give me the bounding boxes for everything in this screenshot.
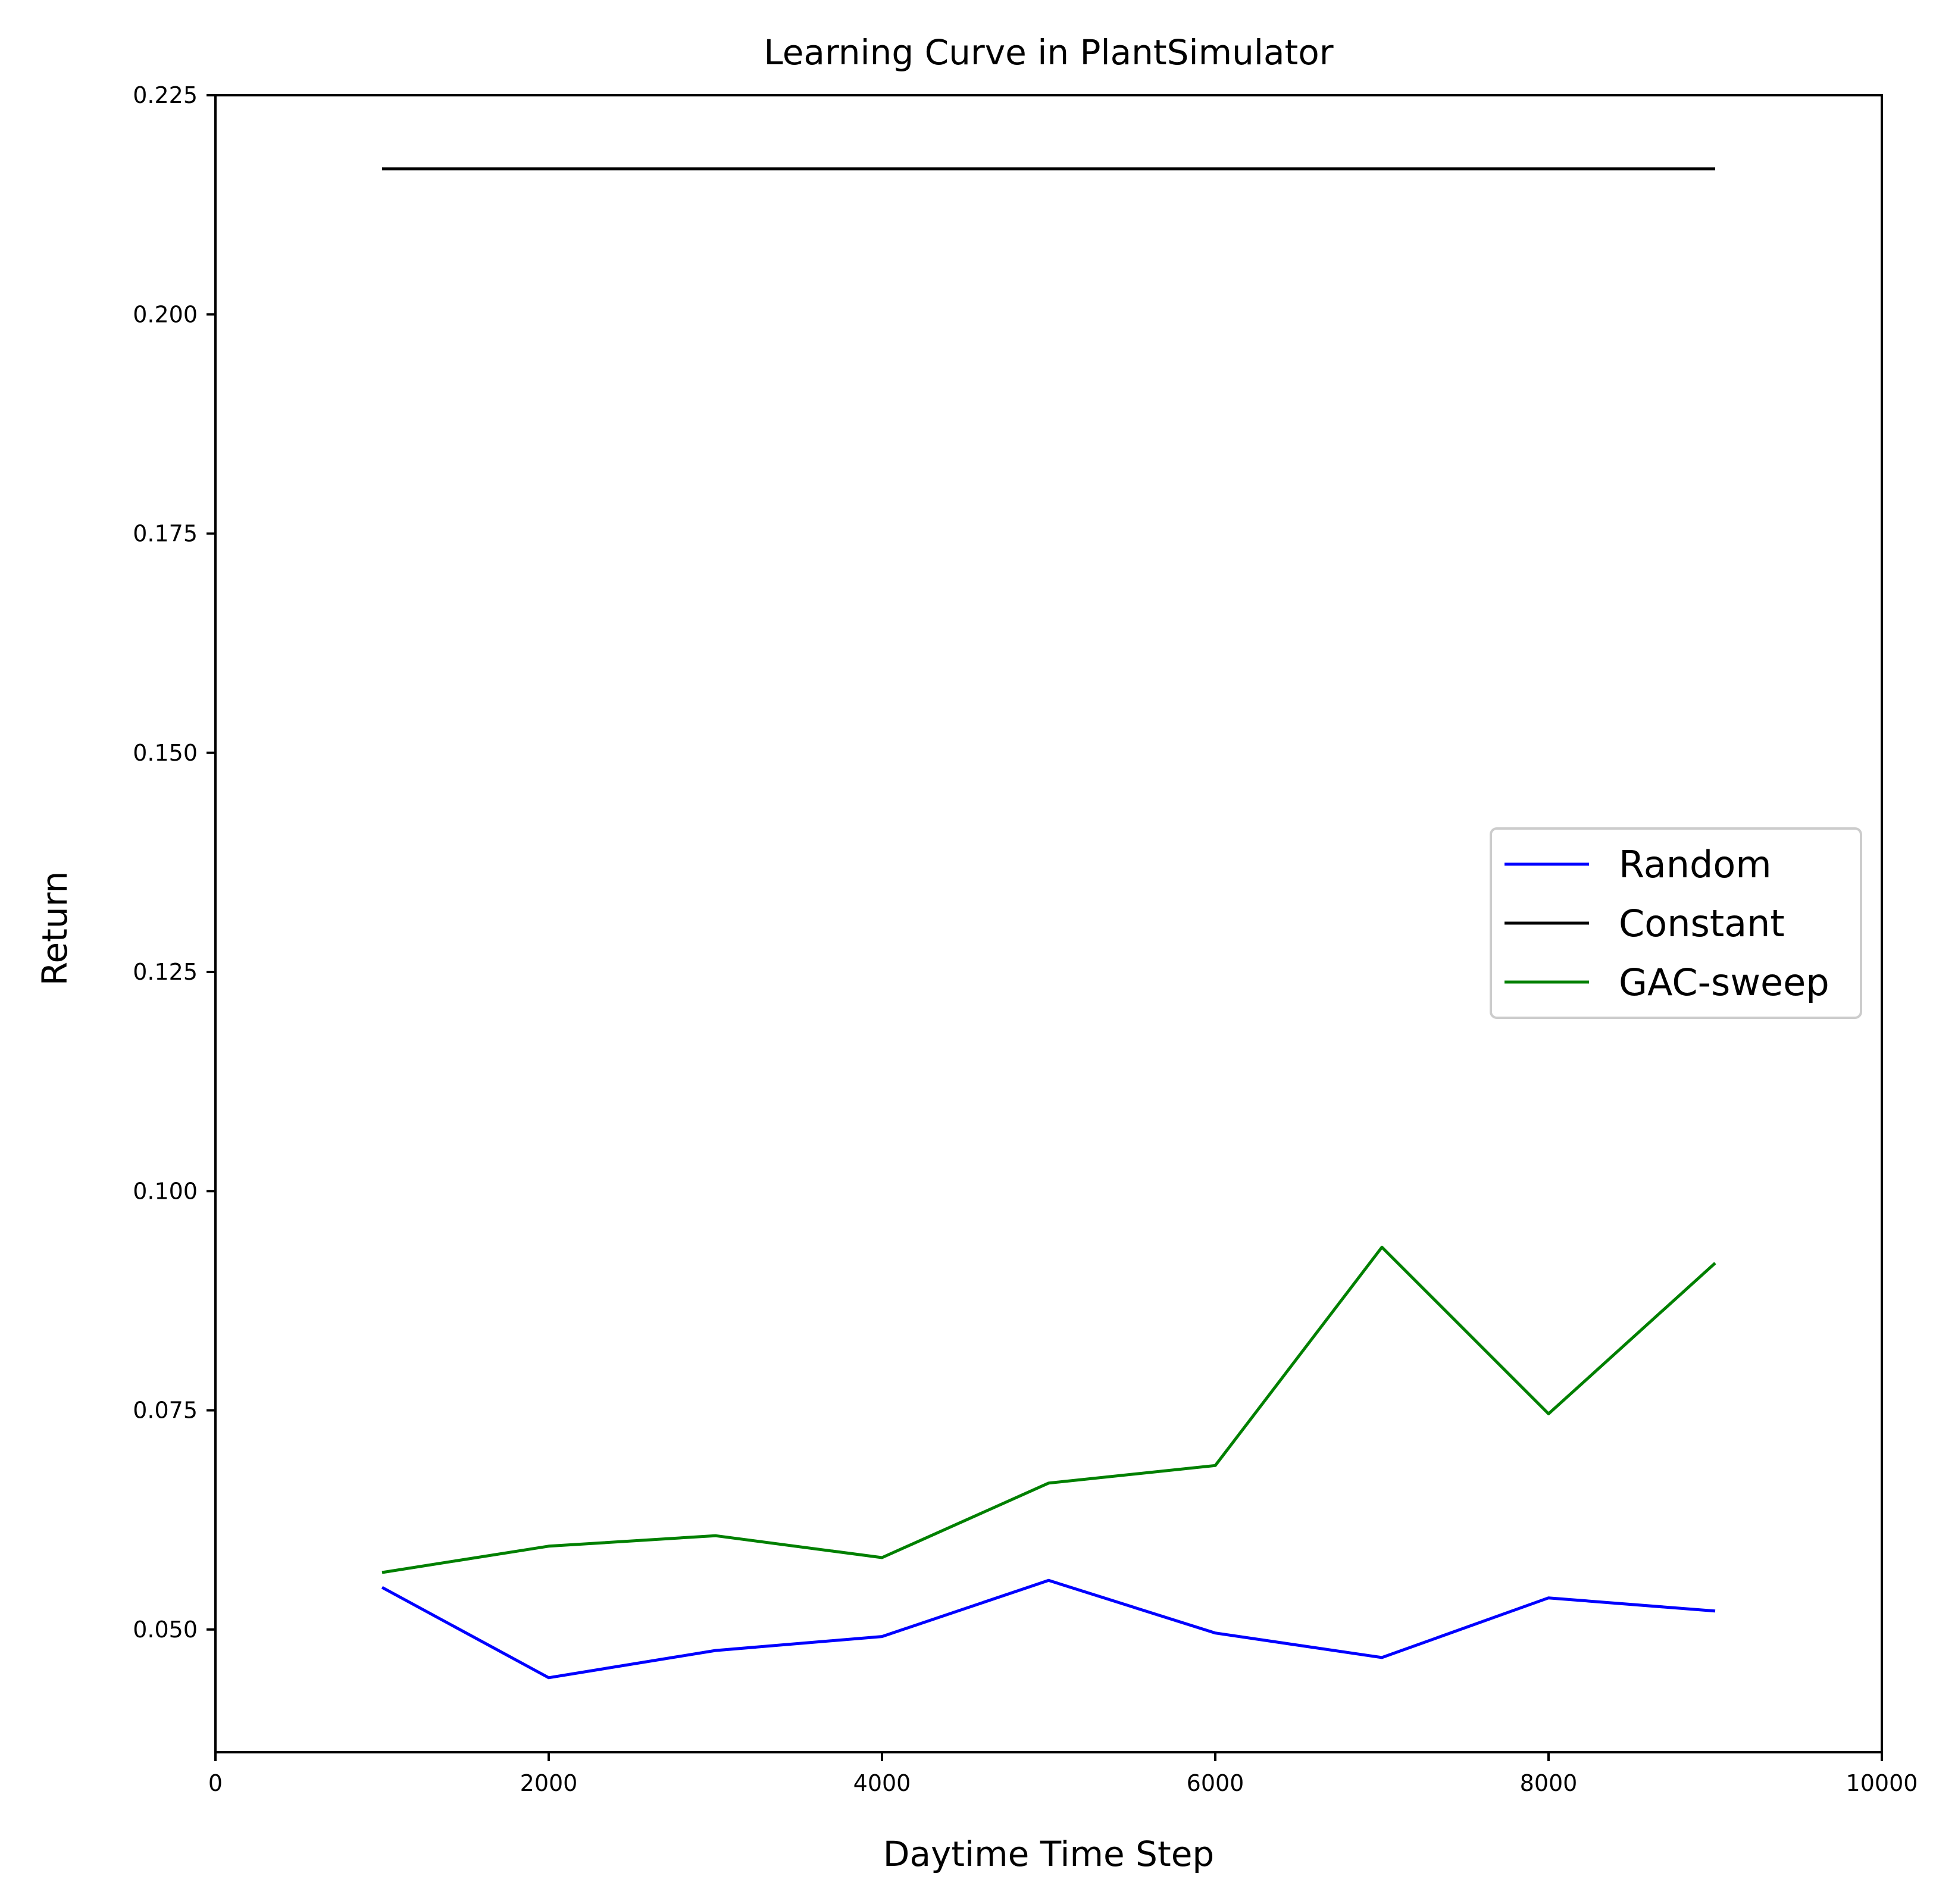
y-axis: 0.050 0.075 0.100 0.125 0.150 0.175 0.200 0.225: [133, 82, 215, 1643]
y-tick-label: 0.125: [133, 959, 198, 985]
legend-box: [1490, 827, 1862, 1019]
series-line-gac-sweep: [381, 1246, 1716, 1574]
x-tick-label: 4000: [853, 1770, 911, 1796]
y-tick-label: 0.200: [133, 301, 198, 327]
x-tick-label: 0: [208, 1770, 223, 1796]
y-tick-label: 0.225: [133, 82, 198, 108]
y-tick-label: 0.100: [133, 1178, 198, 1204]
x-tick-label: 8000: [1520, 1770, 1578, 1796]
y-tick-label: 0.175: [133, 521, 198, 547]
legend-label-gac-sweep: GAC-sweep: [1619, 961, 1829, 1004]
y-axis-title: Return: [35, 871, 75, 986]
plot-frame: [214, 94, 1883, 1753]
x-axis: 0 2000 4000 6000 8000 10000: [208, 1752, 1918, 1796]
legend-label-constant: Constant: [1619, 902, 1785, 945]
x-axis-title: Daytime Time Step: [883, 1834, 1214, 1874]
x-tick-label: 6000: [1187, 1770, 1244, 1796]
y-tick-label: 0.050: [133, 1617, 198, 1643]
chart-title: Learning Curve in PlantSimulator: [764, 32, 1333, 73]
legend-label-random: Random: [1619, 843, 1772, 886]
y-tick-label: 0.075: [133, 1397, 198, 1424]
series-line-random: [381, 1578, 1716, 1680]
series-layer: [381, 167, 1716, 1680]
x-tick-label: 10000: [1846, 1770, 1918, 1796]
y-tick-label: 0.150: [133, 740, 198, 766]
x-tick-label: 2000: [520, 1770, 578, 1796]
legend: Random Constant GAC-sweep: [1490, 827, 1862, 1019]
